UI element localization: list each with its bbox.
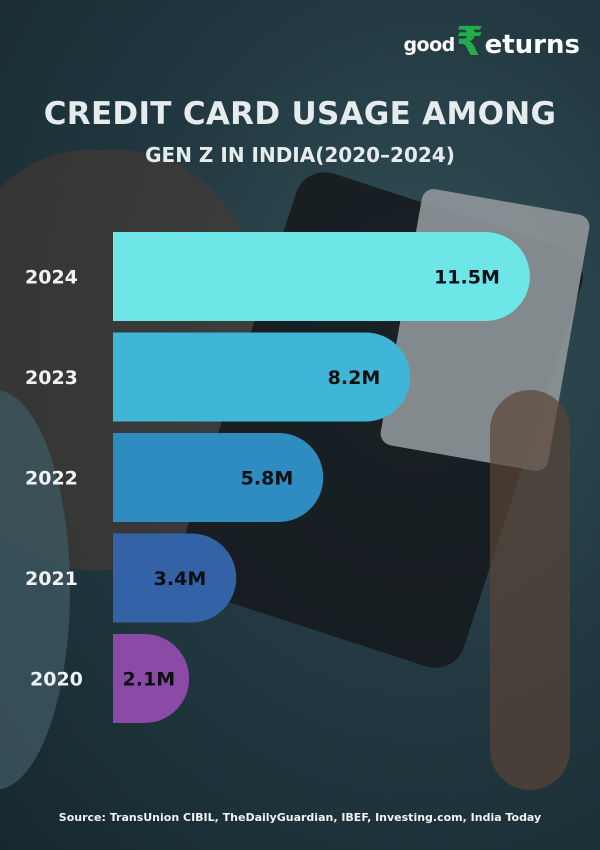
data-label: 3.4M: [154, 568, 207, 590]
category-label: 2023: [25, 367, 78, 389]
chart-title: CREDIT CARD USAGE AMONG: [43, 96, 557, 132]
bar-2020: [113, 634, 190, 723]
chart-subtitle: GEN Z IN INDIA(2020–2024): [145, 143, 455, 167]
goodreturns-logo: good ₹ eturns: [403, 22, 580, 62]
data-label: 8.2M: [328, 367, 381, 389]
category-label: 2020: [30, 669, 83, 691]
category-label: 2022: [25, 468, 78, 490]
category-label: 2024: [25, 267, 78, 289]
logo-part-good: good: [403, 34, 455, 56]
bar-2024: [113, 232, 530, 321]
bar-2021: [113, 533, 237, 623]
data-label: 11.5M: [434, 267, 500, 289]
rupee-icon: ₹: [455, 19, 484, 65]
data-label: 2.1M: [123, 669, 176, 691]
bar-2022: [113, 433, 324, 522]
data-label: 5.8M: [241, 468, 294, 490]
background-finger-shape: [490, 390, 570, 790]
logo-part-eturns: eturns: [484, 30, 580, 60]
category-label: 2021: [25, 568, 78, 590]
bar-2023: [113, 332, 411, 422]
source-note: Source: TransUnion CIBIL, TheDailyGuardi…: [58, 811, 542, 824]
